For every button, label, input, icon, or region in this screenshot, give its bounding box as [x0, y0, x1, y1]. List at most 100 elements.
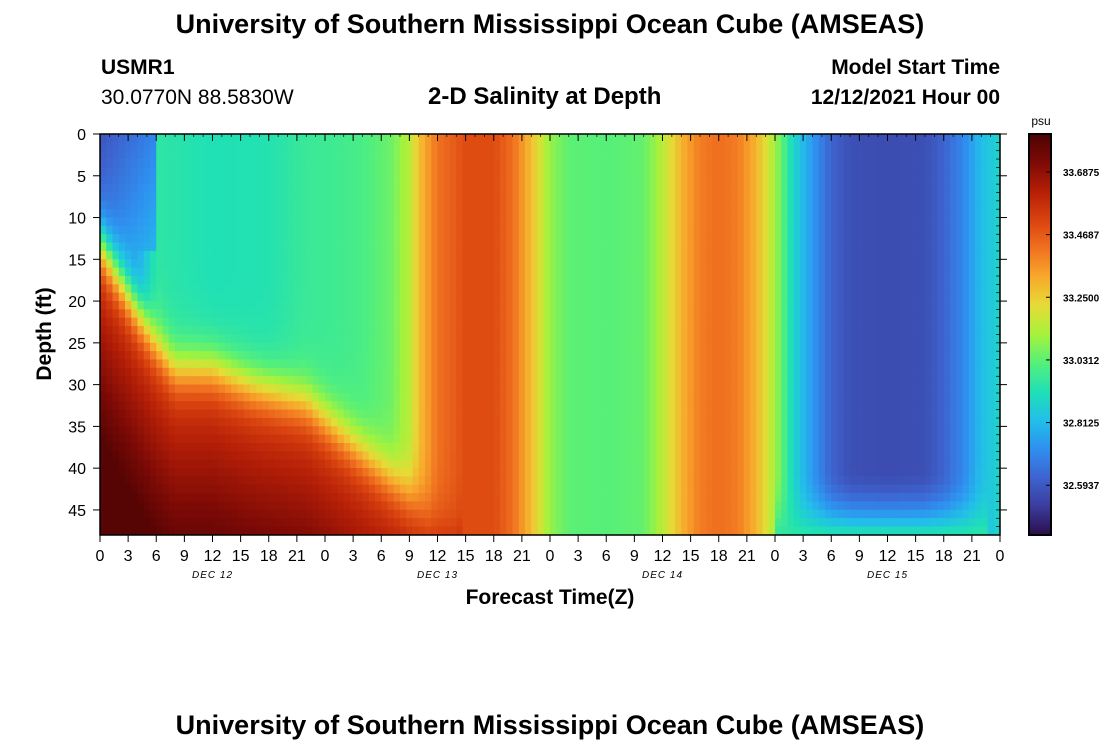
heatmap-cell: [593, 250, 601, 260]
heatmap-cell: [106, 359, 113, 369]
heatmap-cell: [662, 292, 670, 302]
heatmap-cell: [706, 134, 713, 143]
heatmap-cell: [712, 259, 720, 268]
heatmap-cell: [287, 150, 295, 160]
heatmap-cell: [531, 217, 538, 227]
heatmap-cell: [312, 509, 320, 519]
heatmap-cell: [250, 225, 257, 235]
heatmap-cell: [681, 275, 688, 285]
heatmap-cell: [543, 225, 551, 235]
heatmap-cell: [443, 301, 451, 310]
heatmap-cell: [618, 192, 626, 202]
heatmap-cell: [143, 334, 151, 344]
heatmap-cell: [300, 434, 307, 444]
heatmap-cell: [631, 292, 638, 302]
heatmap-cell: [381, 417, 388, 427]
heatmap-cell: [262, 434, 270, 444]
heatmap-cell: [106, 250, 113, 260]
heatmap-cell: [106, 301, 113, 310]
heatmap-cell: [475, 493, 482, 502]
heatmap-cell: [606, 142, 613, 152]
heatmap-cell: [612, 192, 620, 202]
heatmap-cell: [100, 359, 107, 369]
heatmap-cell: [106, 209, 113, 218]
heatmap-cell: [250, 417, 257, 427]
heatmap-cell: [156, 468, 163, 477]
heatmap-cell: [268, 468, 276, 477]
heatmap-cell: [131, 459, 138, 469]
heatmap-cell: [600, 326, 607, 335]
heatmap-cell: [725, 284, 732, 294]
heatmap-cell: [712, 509, 720, 519]
heatmap-cell: [456, 401, 463, 410]
heatmap-cell: [387, 468, 395, 477]
heatmap-cell: [100, 259, 107, 268]
heatmap-cell: [306, 134, 313, 143]
heatmap-cell: [656, 468, 663, 477]
heatmap-cell: [662, 301, 670, 310]
heatmap-cell: [181, 401, 188, 410]
heatmap-cell: [112, 409, 120, 419]
heatmap-cell: [306, 526, 313, 536]
heatmap-cell: [718, 342, 726, 352]
heatmap-cell: [662, 192, 670, 202]
heatmap-cell: [550, 484, 557, 494]
heatmap-cell: [337, 259, 345, 268]
heatmap-cell: [543, 259, 551, 268]
heatmap-cell: [400, 159, 407, 168]
heatmap-cell: [343, 334, 351, 344]
heatmap-cell: [318, 501, 326, 511]
heatmap-cell: [187, 192, 195, 202]
heatmap-cell: [156, 493, 163, 502]
heatmap-cell: [206, 342, 213, 352]
heatmap-cell: [256, 451, 263, 461]
heatmap-cell: [675, 376, 682, 385]
heatmap-cell: [437, 200, 445, 210]
heatmap-cell: [162, 501, 170, 511]
heatmap-cell: [618, 234, 626, 243]
heatmap-cell: [700, 518, 707, 527]
heatmap-cell: [331, 134, 338, 143]
heatmap-cell: [625, 351, 632, 360]
heatmap-cell: [487, 459, 495, 469]
heatmap-cell: [200, 359, 207, 369]
heatmap-cell: [100, 493, 107, 502]
heatmap-cell: [225, 326, 232, 335]
heatmap-cell: [268, 142, 276, 152]
heatmap-cell: [587, 334, 595, 344]
heatmap-cell: [331, 259, 338, 268]
heatmap-cell: [275, 200, 282, 210]
heatmap-cell: [368, 359, 376, 369]
heatmap-cell: [218, 376, 226, 385]
heatmap-cell: [475, 159, 482, 168]
heatmap-cell: [606, 317, 613, 327]
heatmap-cell: [637, 334, 645, 344]
heatmap-cell: [706, 142, 713, 152]
heatmap-cell: [400, 417, 407, 427]
heatmap-cell: [531, 225, 538, 235]
heatmap-cell: [568, 509, 576, 519]
heatmap-cell: [112, 159, 120, 168]
heatmap-cell: [443, 518, 451, 527]
heatmap-cell: [300, 518, 307, 527]
heatmap-cell: [231, 351, 238, 360]
heatmap-cell: [356, 501, 363, 511]
heatmap-cell: [262, 501, 270, 511]
heatmap-cell: [625, 509, 632, 519]
heatmap-cell: [268, 326, 276, 335]
heatmap-cell: [268, 409, 276, 419]
heatmap-cell: [143, 509, 151, 519]
heatmap-cell: [725, 150, 732, 160]
heatmap-cell: [381, 200, 388, 210]
heatmap-cell: [312, 167, 320, 177]
heatmap-cell: [118, 225, 126, 235]
heatmap-cell: [156, 476, 163, 486]
heatmap-cell: [637, 159, 645, 168]
heatmap-cell: [312, 401, 320, 410]
heatmap-cell: [362, 250, 370, 260]
heatmap-cell: [250, 167, 257, 177]
heatmap-cell: [450, 442, 457, 452]
heatmap-cell: [375, 217, 382, 227]
heatmap-cell: [368, 392, 376, 402]
heatmap-cell: [612, 484, 620, 494]
